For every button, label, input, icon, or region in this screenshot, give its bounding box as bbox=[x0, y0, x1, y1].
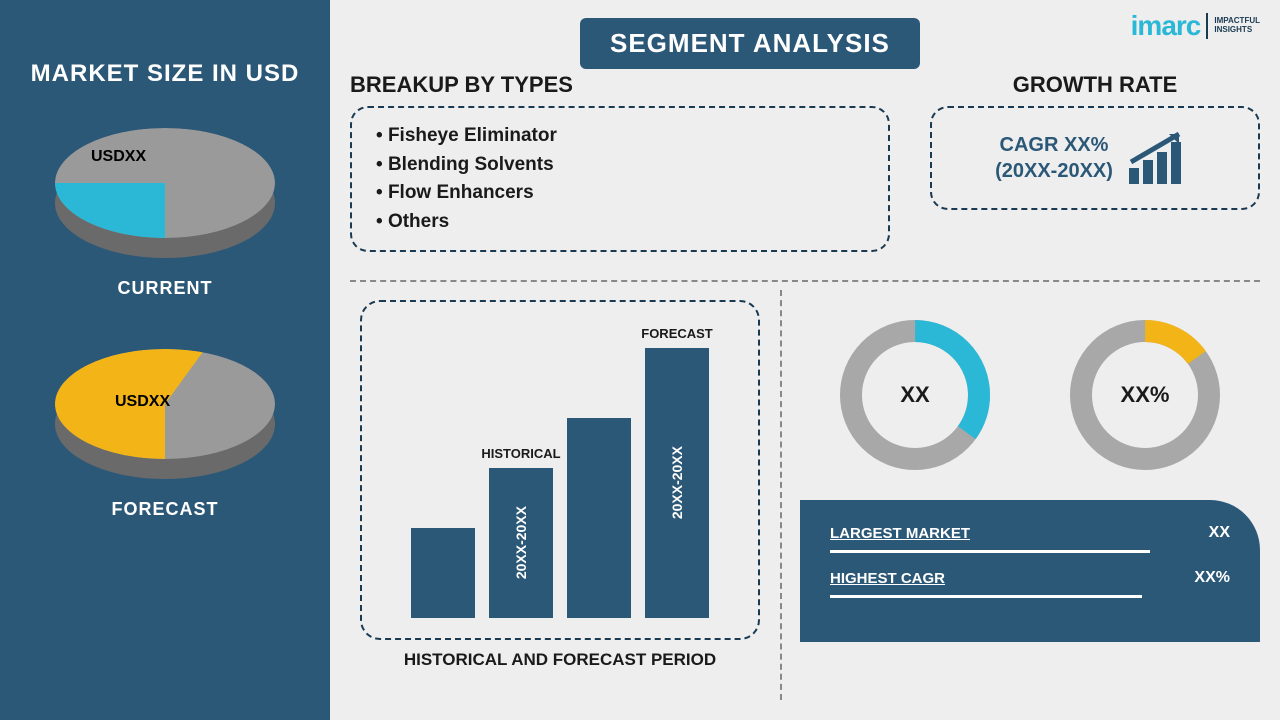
bar-chart-caption: HISTORICAL AND FORECAST PERIOD bbox=[360, 650, 760, 670]
page-title: SEGMENT ANALYSIS bbox=[580, 18, 920, 69]
pie-current: USDXX CURRENT bbox=[55, 128, 275, 299]
pie-caption: FORECAST bbox=[112, 499, 219, 520]
info-bar bbox=[830, 595, 1230, 598]
bar-chart-box: HISTORICAL20XX-20XXFORECAST20XX-20XX bbox=[360, 300, 760, 640]
donut-center-value: XX bbox=[840, 320, 990, 470]
info-card: LARGEST MARKET XX HIGHEST CAGR XX% bbox=[800, 500, 1260, 642]
growth-box: CAGR XX% (20XX-20XX) bbox=[930, 106, 1260, 210]
logo-mark: imarc bbox=[1131, 10, 1201, 42]
pie-value-label: USDXX bbox=[91, 148, 146, 166]
breakup-box: Fisheye EliminatorBlending SolventsFlow … bbox=[350, 106, 890, 252]
left-panel: MARKET SIZE IN USD USDXX CURRENT USDXX F… bbox=[0, 0, 330, 720]
bar: FORECAST20XX-20XX bbox=[645, 348, 709, 618]
logo-tagline: IMPACTFUL INSIGHTS bbox=[1214, 17, 1260, 35]
bar-group: HISTORICAL20XX-20XXFORECAST20XX-20XX bbox=[362, 338, 758, 618]
bar-top-label: HISTORICAL bbox=[481, 446, 560, 461]
bar-top-label: FORECAST bbox=[641, 326, 713, 341]
right-area: SEGMENT ANALYSIS imarc IMPACTFUL INSIGHT… bbox=[330, 0, 1280, 720]
info-row: HIGHEST CAGR XX% bbox=[830, 569, 1230, 587]
info-value: XX% bbox=[1194, 569, 1230, 587]
growth-arrow-icon bbox=[1125, 128, 1195, 188]
breakup-item: Fisheye Eliminator bbox=[376, 122, 864, 151]
info-row: LARGEST MARKET XX bbox=[830, 524, 1230, 542]
bar: HISTORICAL20XX-20XX bbox=[489, 468, 553, 618]
donut-center-value: XX% bbox=[1070, 320, 1220, 470]
market-size-title: MARKET SIZE IN USD bbox=[31, 60, 300, 88]
info-label: LARGEST MARKET bbox=[830, 525, 970, 542]
breakup-section: BREAKUP BY TYPES Fisheye EliminatorBlend… bbox=[350, 72, 890, 252]
info-bar bbox=[830, 550, 1230, 553]
pie-caption: CURRENT bbox=[118, 278, 213, 299]
breakup-item: Others bbox=[376, 208, 864, 237]
horizontal-divider bbox=[350, 280, 1260, 282]
bar-inner-label: 20XX-20XX bbox=[669, 446, 685, 519]
growth-text: CAGR XX% (20XX-20XX) bbox=[995, 132, 1113, 184]
bar bbox=[411, 528, 475, 618]
breakup-heading: BREAKUP BY TYPES bbox=[350, 72, 890, 98]
growth-heading: GROWTH RATE bbox=[930, 72, 1260, 98]
donut-chart: XX% bbox=[1070, 320, 1220, 470]
bar-inner-label: 20XX-20XX bbox=[513, 506, 529, 579]
breakup-list: Fisheye EliminatorBlending SolventsFlow … bbox=[376, 122, 864, 236]
breakup-item: Blending Solvents bbox=[376, 151, 864, 180]
info-label: HIGHEST CAGR bbox=[830, 570, 945, 587]
bar bbox=[567, 418, 631, 618]
pie-value-label: USDXX bbox=[115, 393, 170, 411]
bar-chart-section: HISTORICAL20XX-20XXFORECAST20XX-20XX HIS… bbox=[360, 300, 760, 670]
donut-row: XX XX% bbox=[800, 320, 1260, 470]
pie-forecast: USDXX FORECAST bbox=[55, 349, 275, 520]
vertical-divider bbox=[780, 290, 782, 700]
growth-section: GROWTH RATE CAGR XX% (20XX-20XX) bbox=[930, 72, 1260, 210]
brand-logo: imarc IMPACTFUL INSIGHTS bbox=[1131, 10, 1260, 42]
donut-chart: XX bbox=[840, 320, 990, 470]
info-value: XX bbox=[1209, 524, 1230, 542]
breakup-item: Flow Enhancers bbox=[376, 179, 864, 208]
right-lower-section: XX XX% LARGEST MARKET XX HIGHEST CAGR XX… bbox=[800, 300, 1260, 642]
